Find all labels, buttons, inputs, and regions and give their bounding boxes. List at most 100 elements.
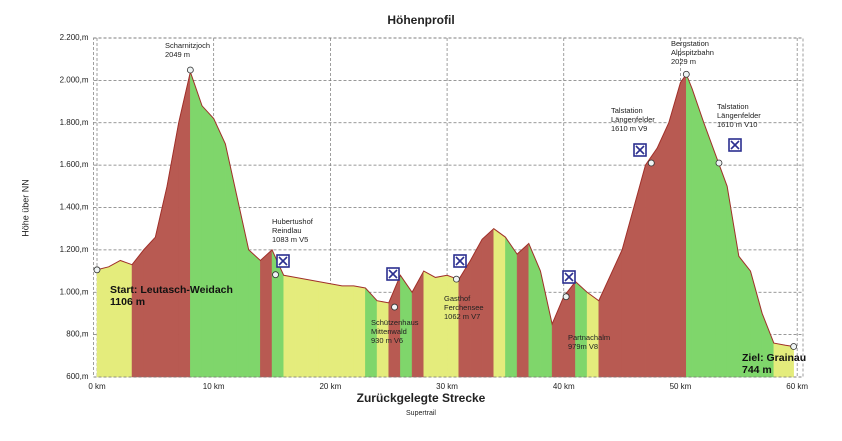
waypoint-icon bbox=[728, 138, 742, 152]
x-axis-label: Zurückgelegte Strecke bbox=[357, 391, 486, 405]
annotation-label: Mittenwald bbox=[371, 327, 407, 336]
x-tick-label: 0 km bbox=[88, 382, 106, 391]
profile-segment bbox=[715, 154, 728, 378]
plot-area bbox=[93, 37, 804, 378]
profile-segment bbox=[330, 283, 343, 378]
profile-segment bbox=[353, 285, 366, 378]
profile-segment bbox=[341, 285, 354, 378]
waypoint-marker bbox=[272, 271, 279, 279]
subtitle: Supertrail bbox=[406, 410, 436, 417]
annotation-label: 1610 m V10 bbox=[717, 120, 757, 129]
y-tick-label: 800,m bbox=[66, 330, 89, 339]
y-tick-label: 1.800,m bbox=[60, 118, 89, 127]
profile-segment bbox=[598, 275, 611, 378]
profile-segment bbox=[726, 186, 740, 378]
annotation-label: Talstation bbox=[611, 106, 643, 115]
annotation-label: Ferchensee bbox=[444, 303, 484, 312]
y-tick-label: 1.600,m bbox=[60, 160, 89, 169]
waypoint-marker bbox=[391, 303, 398, 311]
annotation-label: Bergstation bbox=[671, 39, 709, 48]
waypoint-icons bbox=[276, 138, 742, 284]
y-axis-label: Höhe über NN bbox=[20, 179, 30, 237]
annotation-label: 1083 m V5 bbox=[272, 235, 308, 244]
profile-segment bbox=[621, 207, 635, 378]
waypoint-icon bbox=[386, 267, 400, 281]
x-tick-label: 20 km bbox=[319, 382, 341, 391]
y-tick-label: 1.200,m bbox=[60, 245, 89, 254]
waypoint-icon bbox=[633, 143, 647, 157]
profile-segment bbox=[190, 71, 203, 378]
profile-segment bbox=[645, 147, 658, 378]
waypoint-marker bbox=[186, 66, 194, 74]
plot-frame bbox=[93, 37, 804, 378]
y-tick-label: 1.000,m bbox=[60, 287, 89, 296]
annotation-label: Längenfelder bbox=[611, 115, 655, 124]
profile-segment bbox=[283, 275, 296, 378]
waypoint-marker bbox=[715, 159, 723, 167]
profile-segment bbox=[528, 243, 541, 378]
profile-segment bbox=[540, 271, 553, 378]
y-tick-label: 600,m bbox=[66, 372, 89, 381]
profile-segment bbox=[656, 122, 670, 378]
annotation-label: Reindlau bbox=[272, 226, 302, 235]
chart-title: Höhenprofil bbox=[387, 13, 454, 27]
annotation-label: Scharnitzjoch bbox=[165, 41, 210, 50]
profile-segment bbox=[680, 73, 687, 378]
waypoint-marker bbox=[562, 293, 570, 301]
annotation-label: Hubertushof bbox=[272, 217, 314, 226]
profile-segment bbox=[96, 266, 109, 378]
x-tick-label: 40 km bbox=[553, 382, 575, 391]
annotation-label: 2029 m bbox=[671, 57, 696, 66]
profile-segment bbox=[610, 249, 623, 378]
profile-segment bbox=[260, 249, 273, 378]
x-tick-label: 50 km bbox=[670, 382, 692, 391]
y-tick-label: 1.400,m bbox=[60, 203, 89, 212]
waypoint-icon bbox=[453, 254, 467, 268]
waypoint-icon bbox=[276, 254, 290, 268]
waypoint-marker bbox=[790, 343, 798, 350]
waypoint-marker bbox=[647, 159, 655, 167]
y-tick-label: 2.200,m bbox=[60, 33, 89, 42]
x-tick-label: 10 km bbox=[203, 382, 225, 391]
waypoint-marker bbox=[682, 70, 690, 78]
annotation-label: 930 m V6 bbox=[371, 336, 403, 345]
profile-segment bbox=[446, 274, 460, 378]
y-tick-label: 2.000,m bbox=[60, 75, 89, 84]
waypoint-icon bbox=[562, 270, 576, 284]
profile-segment bbox=[481, 228, 495, 378]
profile-segment bbox=[493, 228, 506, 378]
annotation-label: 1610 m V9 bbox=[611, 124, 647, 133]
annotation-label: 744 m bbox=[742, 364, 772, 376]
profile-segment bbox=[516, 242, 530, 378]
annotation-label: 979m V8 bbox=[568, 342, 598, 351]
annotation-label: 2049 m bbox=[165, 50, 190, 59]
profile-segment bbox=[551, 296, 565, 378]
annotation-label: Längenfelder bbox=[717, 111, 761, 120]
annotation-label: Alpspitzbahn bbox=[671, 48, 714, 57]
annotation-label: Partnachalm bbox=[568, 333, 610, 342]
waypoint-marker bbox=[453, 275, 460, 283]
profile-segment bbox=[155, 186, 168, 378]
annotation-label: 1106 m bbox=[110, 296, 145, 308]
profile-segment bbox=[691, 88, 705, 378]
profile-segment bbox=[201, 105, 214, 378]
profile-segment bbox=[435, 275, 448, 378]
profile-segment bbox=[248, 249, 261, 378]
profile-segment bbox=[575, 281, 588, 378]
annotation-label: Gasthof bbox=[444, 294, 471, 303]
profile-segment bbox=[633, 165, 646, 378]
profile-segment bbox=[120, 260, 133, 378]
profile-segment bbox=[306, 279, 319, 378]
x-tick-label: 60 km bbox=[786, 382, 808, 391]
profile-segment bbox=[505, 236, 518, 378]
profile-segment bbox=[295, 277, 308, 378]
annotation-label: Start: Leutasch-Weidach bbox=[110, 284, 233, 296]
profile-segment bbox=[213, 118, 226, 378]
profile-segment bbox=[668, 82, 681, 378]
profile-segment bbox=[131, 249, 144, 378]
profile-segment bbox=[143, 236, 156, 378]
profile-segment bbox=[703, 122, 716, 378]
annotation-label: Schützenhaus bbox=[371, 318, 419, 327]
x-tick-label: 30 km bbox=[436, 382, 458, 391]
